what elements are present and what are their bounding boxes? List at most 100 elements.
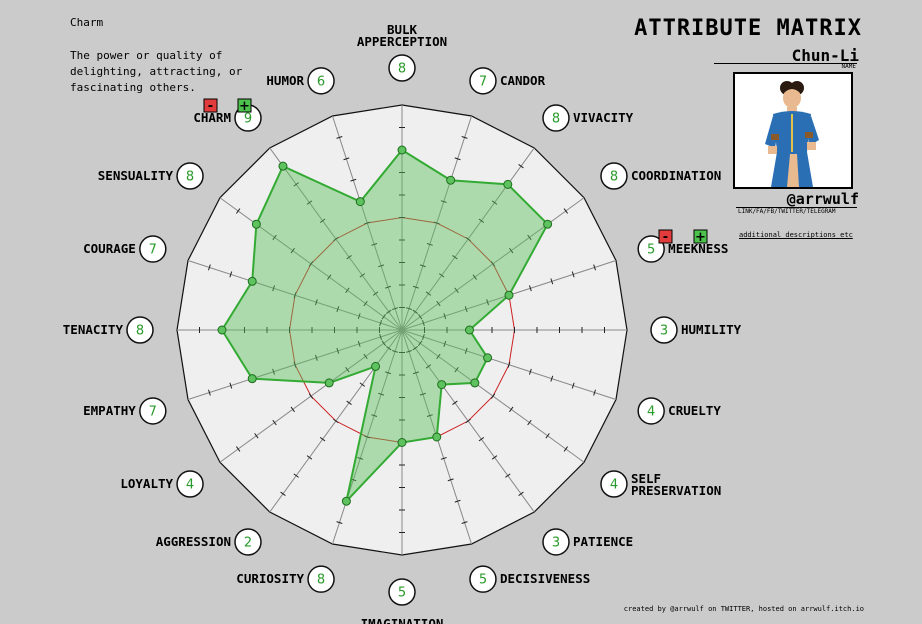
axis-label-line: SELF bbox=[631, 471, 661, 486]
axis-tick bbox=[563, 446, 568, 452]
handle-underline bbox=[736, 207, 857, 208]
axis-tick bbox=[229, 271, 233, 278]
meekness-plus-button[interactable]: + bbox=[693, 229, 708, 245]
value-bubble-circle bbox=[542, 104, 570, 132]
axis-tick bbox=[490, 261, 496, 267]
value-bubble-circle bbox=[388, 54, 416, 82]
value-bubble[interactable]: 8 bbox=[307, 565, 335, 593]
axis-tick bbox=[208, 389, 211, 396]
axis-tick bbox=[464, 306, 468, 313]
axis-tick bbox=[486, 299, 489, 306]
value-bubble[interactable]: 3 bbox=[650, 316, 678, 344]
axis-tick bbox=[454, 366, 459, 373]
axis-tick bbox=[363, 300, 368, 307]
axis-tick bbox=[359, 382, 366, 387]
value-bubble-circle bbox=[650, 316, 678, 344]
axis-tick bbox=[350, 178, 357, 182]
axis-tick bbox=[346, 255, 352, 260]
axis-tick bbox=[364, 435, 371, 439]
axis-tick bbox=[563, 208, 568, 214]
value-bubble[interactable]: 4 bbox=[637, 397, 665, 425]
value-bubble-circle bbox=[600, 162, 628, 190]
value-label: 5 bbox=[398, 586, 406, 601]
value-bubble[interactable]: 4 bbox=[176, 470, 204, 498]
axis-label: MEEKNESS bbox=[668, 241, 728, 256]
data-point bbox=[483, 353, 493, 363]
axis-tick bbox=[293, 361, 297, 368]
value-label: 5 bbox=[647, 243, 655, 258]
axis-tick bbox=[518, 491, 524, 496]
axis-tick bbox=[490, 393, 496, 399]
axis-tick bbox=[392, 307, 399, 311]
axis-tick bbox=[478, 437, 485, 442]
value-label: 8 bbox=[552, 112, 560, 127]
data-point bbox=[324, 378, 334, 388]
value-bubble[interactable]: 7 bbox=[139, 397, 167, 425]
axis-tick bbox=[571, 382, 575, 389]
value-bubble[interactable]: 8 bbox=[600, 162, 628, 190]
additional-descriptions-link[interactable]: additional descriptions etc bbox=[739, 231, 853, 239]
axis-label: IMAGINATION bbox=[361, 616, 444, 624]
value-bubble-circle bbox=[542, 528, 570, 556]
axis-tick bbox=[357, 456, 364, 460]
charm-minus-button[interactable]: - bbox=[203, 98, 218, 114]
value-label: 4 bbox=[610, 477, 618, 492]
axis-tick bbox=[371, 414, 378, 417]
value-label: 4 bbox=[186, 477, 194, 492]
charm-plus-button-glyph: + bbox=[239, 99, 250, 114]
axis-tick bbox=[272, 368, 276, 375]
axis-tick bbox=[357, 340, 361, 347]
axis-tick bbox=[386, 346, 392, 351]
value-bubble[interactable]: 7 bbox=[469, 67, 497, 95]
data-point bbox=[247, 374, 257, 384]
axis-tick bbox=[272, 419, 277, 426]
axis-tick bbox=[345, 287, 350, 294]
axis-tick bbox=[412, 346, 418, 351]
meekness-plus-button-box bbox=[693, 229, 708, 244]
artist-handle[interactable]: @arrwulf bbox=[786, 190, 859, 208]
axis-tick bbox=[454, 287, 459, 294]
value-label: 8 bbox=[610, 170, 618, 185]
axis-tick bbox=[293, 292, 297, 299]
value-bubble[interactable]: 3 bbox=[542, 528, 570, 556]
meekness-minus-button-glyph: - bbox=[663, 230, 668, 245]
axis-tick bbox=[343, 157, 350, 161]
value-bubble-circle bbox=[139, 397, 167, 425]
value-bubble[interactable]: 8 bbox=[542, 104, 570, 132]
value-label: 3 bbox=[552, 535, 560, 550]
axis-tick bbox=[509, 406, 514, 413]
character-portrait bbox=[733, 72, 853, 189]
axis-tick bbox=[346, 400, 352, 405]
axis-tick bbox=[527, 234, 532, 241]
axis-label: SENSUALITY bbox=[98, 168, 174, 183]
value-bubble[interactable]: 8 bbox=[126, 316, 154, 344]
value-bubble[interactable]: 4 bbox=[600, 470, 628, 498]
axis-tick bbox=[550, 278, 554, 285]
character-name[interactable]: Chun-Li bbox=[791, 46, 859, 65]
value-bubble[interactable]: 8 bbox=[388, 54, 416, 82]
meekness-minus-button[interactable]: - bbox=[658, 229, 673, 245]
axis-tick bbox=[461, 136, 468, 139]
value-bubble-circle bbox=[469, 67, 497, 95]
axis-tick bbox=[357, 313, 361, 320]
value-bubble[interactable]: 5 bbox=[637, 235, 665, 263]
value-bubble[interactable]: 8 bbox=[176, 162, 204, 190]
axis-tick bbox=[280, 491, 286, 496]
axis-tick bbox=[381, 340, 386, 346]
value-bubble[interactable]: 6 bbox=[307, 67, 335, 95]
value-bubble[interactable]: 2 bbox=[234, 528, 262, 556]
axis-tick bbox=[412, 285, 419, 289]
axis-label: SELF PRESERVATION bbox=[631, 471, 721, 498]
value-label: 7 bbox=[149, 404, 157, 419]
axis-tick bbox=[306, 455, 313, 460]
axis-tick bbox=[364, 221, 371, 225]
axis-tick bbox=[528, 368, 532, 375]
axis-tick bbox=[418, 314, 423, 320]
value-bubble[interactable]: 7 bbox=[139, 235, 167, 263]
axis-label: COURAGE bbox=[83, 241, 136, 256]
charm-plus-button[interactable]: + bbox=[237, 98, 252, 114]
value-bubble[interactable]: 5 bbox=[469, 565, 497, 593]
value-bubble[interactable]: 5 bbox=[388, 578, 416, 606]
axis-label: TENACITY bbox=[63, 322, 124, 337]
axis-label: VIVACITY bbox=[573, 110, 634, 125]
